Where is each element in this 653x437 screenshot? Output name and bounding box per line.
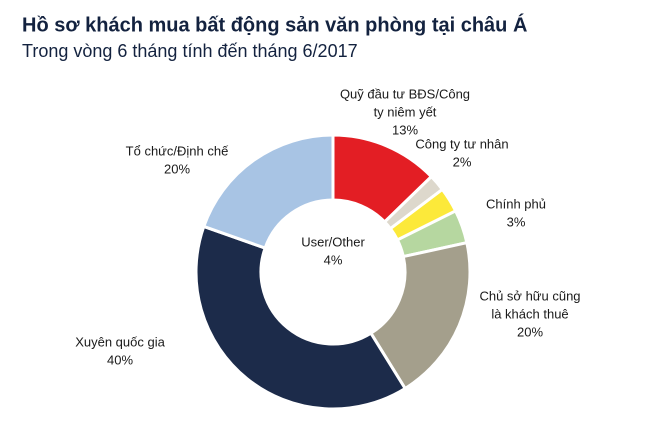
slice-label: Quỹ đầu tư BĐS/Công xyxy=(340,86,470,101)
value-label: 2% xyxy=(453,154,472,169)
donut-slice xyxy=(368,240,472,391)
value-label: 20% xyxy=(164,161,190,176)
donut-slice xyxy=(194,224,408,411)
slice-label: ty niêm yết xyxy=(374,104,437,119)
slice-label: Xuyên quốc gia xyxy=(75,334,165,349)
slice-label: Chính phủ xyxy=(486,196,546,211)
slice-label: Công ty tư nhân xyxy=(415,136,508,151)
value-label: 20% xyxy=(517,324,543,339)
slice-label: Tổ chức/Định chế xyxy=(126,143,229,158)
slice-label: là khách thuê xyxy=(491,306,568,321)
slice-label: Chủ sở hữu cũng xyxy=(479,288,580,303)
value-label: 40% xyxy=(107,352,133,367)
slice-label: User/Other xyxy=(301,234,365,249)
chart-subtitle: Trong vòng 6 tháng tính đến tháng 6/2017 xyxy=(22,41,358,61)
value-label: 13% xyxy=(392,122,418,137)
chart-title: Hồ sơ khách mua bất động sản văn phòng t… xyxy=(22,13,527,36)
value-label: 4% xyxy=(324,252,343,267)
donut-slice xyxy=(201,133,335,250)
value-label: 3% xyxy=(507,214,526,229)
